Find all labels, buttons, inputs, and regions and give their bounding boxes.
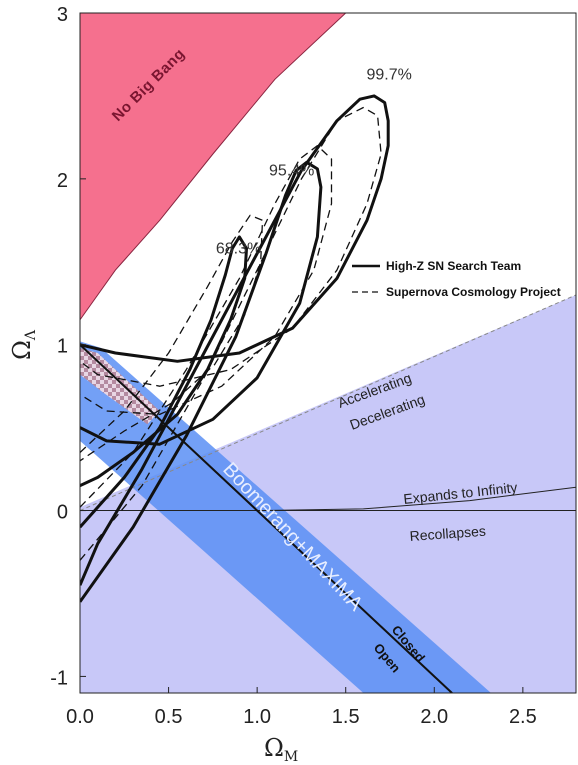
y-tick-label: 2 xyxy=(57,170,68,192)
no-big-bang-region xyxy=(80,13,347,321)
contour-high-z-954 xyxy=(80,160,323,603)
contour-scp-997 xyxy=(80,106,382,561)
boomerang-maxima-band xyxy=(80,341,491,693)
plot-area xyxy=(80,13,576,693)
y-tick-label: 0 xyxy=(57,502,68,524)
x-tick-label: 2.5 xyxy=(509,706,537,728)
confidence-contours xyxy=(80,94,390,603)
x-tick-label: 2.0 xyxy=(420,706,448,728)
confidence-label-99: 99.7% xyxy=(366,66,411,83)
confidence-label-68: 68.3% xyxy=(216,240,261,257)
x-tick-label: 1.0 xyxy=(243,706,271,728)
x-axis-label: ΩM xyxy=(264,734,298,765)
contour-scp-683 xyxy=(80,214,264,462)
confidence-label-95: 95.4% xyxy=(269,163,314,180)
y-tick-label: 3 xyxy=(57,4,68,26)
legend-entry-scp: Supernova Cosmology Project xyxy=(386,285,561,299)
y-axis-label: ΩΛ xyxy=(8,329,39,360)
y-tick-label: 1 xyxy=(57,336,68,358)
contour-scp-954 xyxy=(80,145,333,508)
x-tick-label: 0.0 xyxy=(66,706,94,728)
contour-high-z-683 xyxy=(80,235,248,529)
legend-entry-high-z: High-Z SN Search Team xyxy=(386,259,521,273)
x-axis-ticks: 0.0 0.5 1.0 1.5 2.0 2.5 xyxy=(66,687,537,728)
accelerating-boundary-line xyxy=(80,294,576,512)
overlap-region xyxy=(80,348,160,425)
y-tick-label: -1 xyxy=(50,667,68,689)
contour-high-z-997 xyxy=(80,94,390,586)
plot-frame xyxy=(79,12,577,694)
flat-universe-line xyxy=(80,343,453,693)
decelerating-region xyxy=(80,295,576,693)
x-tick-label: 0.5 xyxy=(155,706,183,728)
y-axis-ticks: -1 0 1 2 3 xyxy=(50,4,86,689)
expands-boundary-line xyxy=(257,486,576,512)
recollapses-label: Recollapses xyxy=(409,523,486,544)
x-tick-label: 1.5 xyxy=(332,706,360,728)
legend: High-Z SN Search Team Supernova Cosmolog… xyxy=(352,259,561,299)
